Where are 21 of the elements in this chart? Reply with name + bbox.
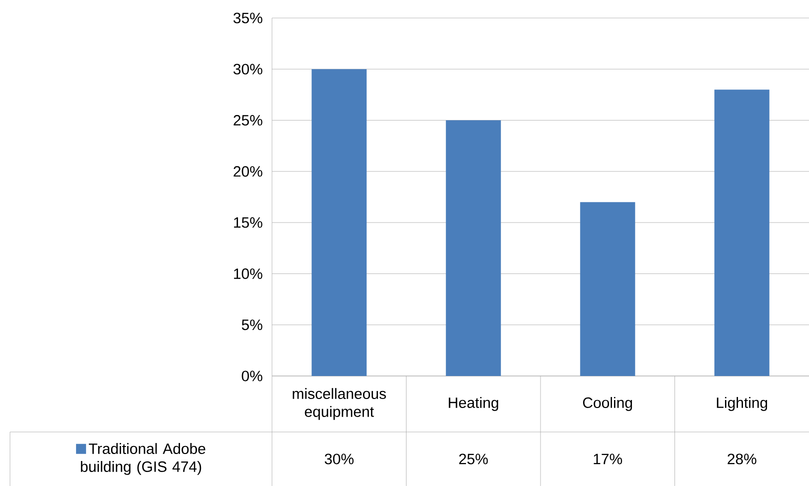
x-tick-label: Lighting [716, 397, 768, 411]
legend-label: Traditional Adobe building (GIS 474) [80, 443, 206, 475]
x-tick-label: miscellaneous equipment [292, 388, 386, 420]
bar [714, 90, 770, 376]
y-tick-label: 20% [234, 166, 262, 177]
y-tick-label: 5% [242, 320, 262, 330]
bar [446, 120, 501, 376]
bar [312, 69, 367, 376]
y-tick-label: 15% [234, 217, 262, 228]
data-label: 25% [459, 454, 488, 464]
y-tick-label: 10% [234, 268, 262, 279]
y-tick-label: 0% [242, 370, 262, 382]
bar [580, 202, 636, 376]
data-label: 28% [728, 454, 756, 464]
y-tick-label: 35% [233, 12, 262, 24]
x-tick-label: Heating [448, 397, 498, 411]
x-tick-label: Cooling [583, 397, 632, 411]
y-tick-label: 30% [233, 64, 262, 74]
y-tick-label: 25% [234, 114, 262, 126]
data-label: 17% [594, 454, 622, 464]
data-label: 30% [324, 454, 354, 464]
